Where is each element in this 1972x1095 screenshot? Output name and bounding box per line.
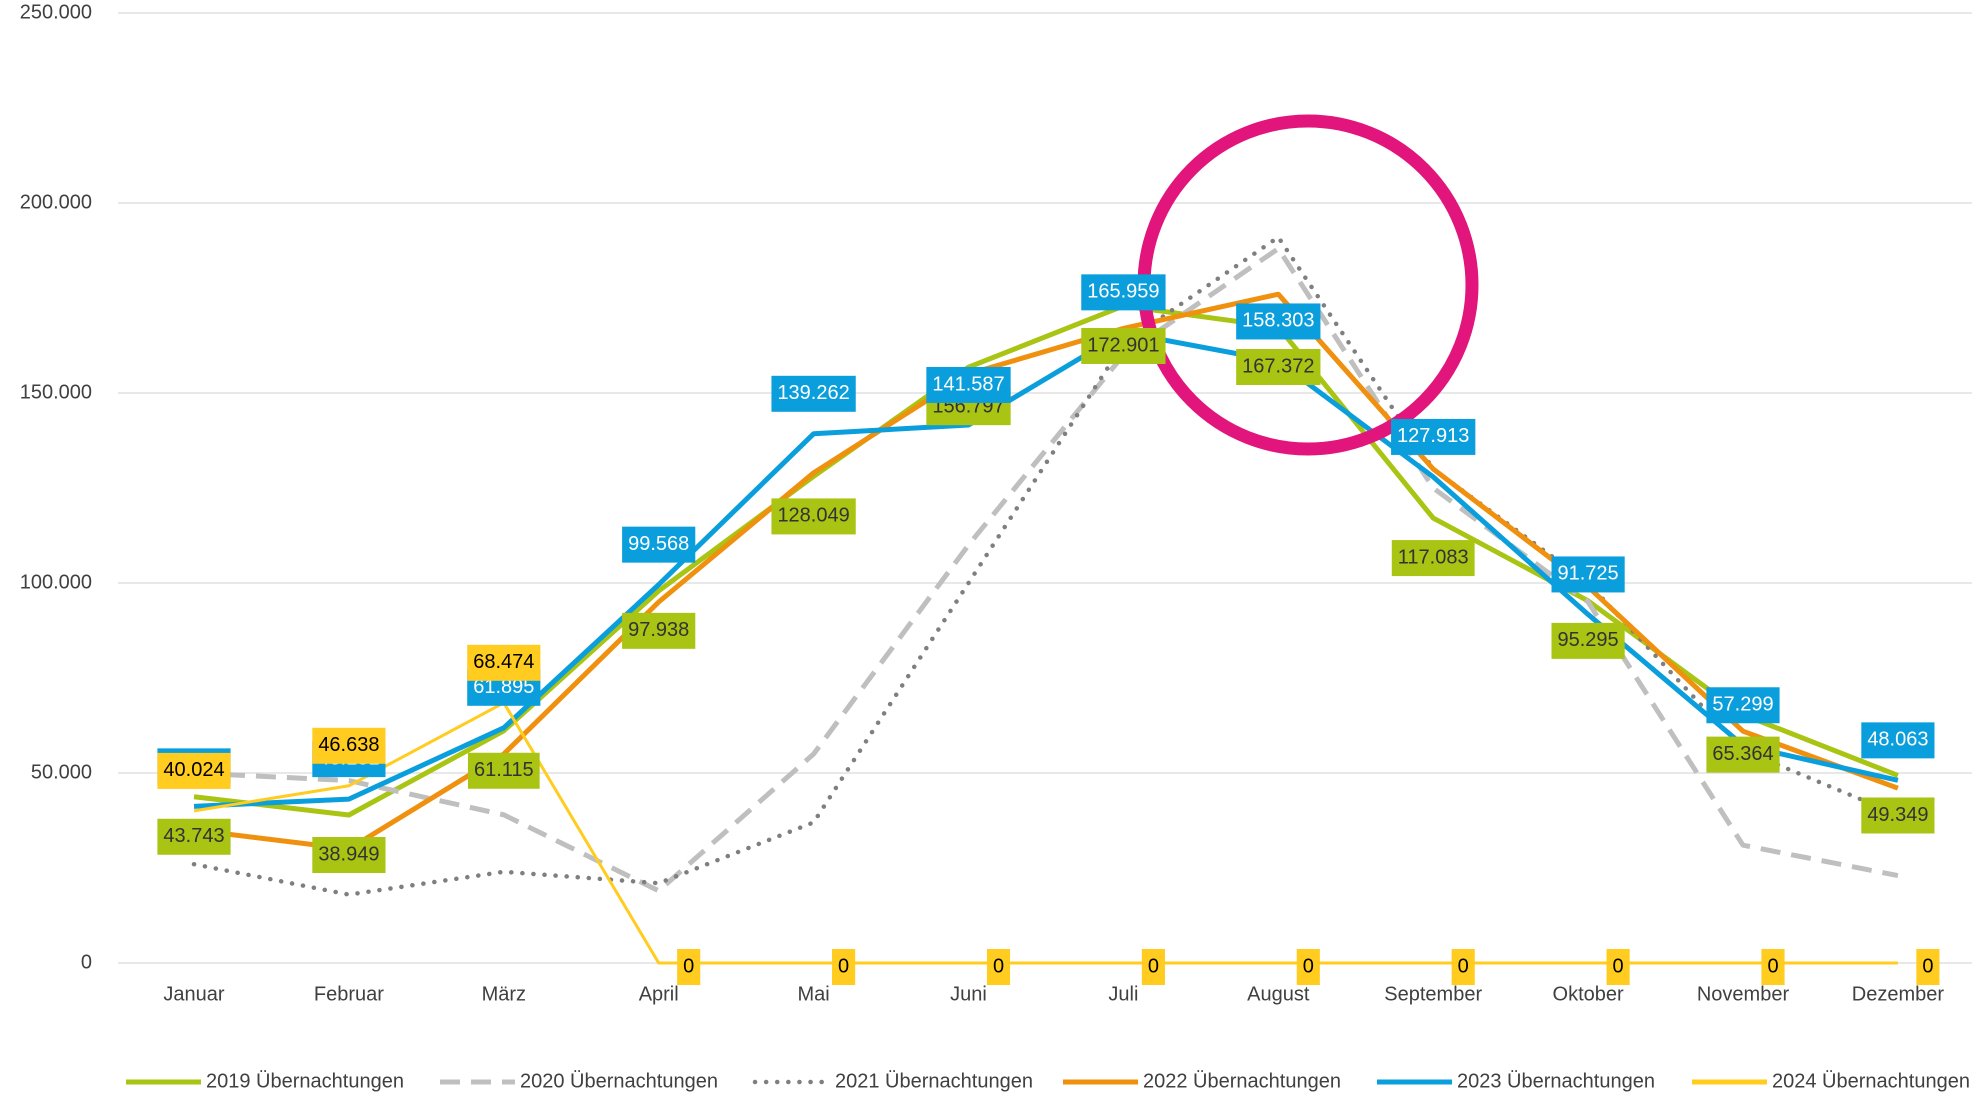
value-label-box bbox=[677, 949, 701, 985]
value-label-box bbox=[1296, 949, 1320, 985]
value-label: 158.303 bbox=[1242, 310, 1314, 332]
value-label: 57.299 bbox=[1712, 694, 1773, 716]
x-tick-label: Dezember bbox=[1852, 983, 1945, 1005]
value-label: 48.063 bbox=[1867, 729, 1928, 751]
value-label: 0 bbox=[1922, 955, 1933, 977]
legend-label: 2020 Übernachtungen bbox=[520, 1070, 718, 1092]
value-label: 0 bbox=[993, 955, 1004, 977]
value-label-box bbox=[1236, 348, 1321, 385]
value-label-box bbox=[926, 366, 1011, 403]
value-label-box bbox=[1391, 418, 1476, 455]
value-label: 167.372 bbox=[1242, 355, 1314, 377]
x-tick-label: Mai bbox=[797, 983, 829, 1005]
value-label: 127.913 bbox=[1397, 425, 1469, 447]
y-tick-label: 200.000 bbox=[20, 191, 92, 213]
value-label-box bbox=[1451, 949, 1475, 985]
highlight-circle bbox=[1137, 114, 1479, 456]
value-label-box bbox=[1706, 687, 1780, 724]
y-tick-label: 0 bbox=[81, 951, 92, 973]
value-label-box bbox=[1706, 736, 1780, 773]
value-label-box bbox=[467, 644, 541, 681]
value-label-box bbox=[1606, 949, 1630, 985]
value-label: 49.349 bbox=[1867, 804, 1928, 826]
value-label: 99.568 bbox=[628, 533, 689, 555]
value-label: 43.743 bbox=[163, 825, 224, 847]
x-tick-label: November bbox=[1697, 983, 1790, 1005]
series-line bbox=[193, 246, 1899, 894]
value-label-box bbox=[467, 752, 540, 789]
series-line bbox=[193, 329, 1899, 809]
value-label: 139.262 bbox=[777, 382, 849, 404]
value-label: 141.587 bbox=[932, 373, 1004, 395]
series-line bbox=[191, 234, 1901, 897]
x-tick-label: Juni bbox=[950, 983, 987, 1005]
value-label-box bbox=[771, 498, 856, 535]
value-labels: 43.74338.94961.11597.938128.049156.79717… bbox=[157, 274, 1940, 985]
value-label: 0 bbox=[1458, 955, 1469, 977]
value-label: 0 bbox=[1148, 955, 1159, 977]
value-label-box bbox=[832, 949, 856, 985]
value-label-box bbox=[622, 526, 696, 563]
value-label-box bbox=[1551, 556, 1625, 593]
legend-label: 2022 Übernachtungen bbox=[1143, 1070, 1341, 1092]
value-label: 97.938 bbox=[628, 619, 689, 641]
legend-label: 2019 Übernachtungen bbox=[206, 1070, 404, 1092]
x-tick-label: Juli bbox=[1108, 983, 1138, 1005]
series-line bbox=[193, 303, 1899, 818]
value-label: 128.049 bbox=[777, 505, 849, 527]
value-label-box bbox=[1861, 797, 1935, 834]
value-label: 117.083 bbox=[1398, 546, 1469, 568]
value-label: 68.474 bbox=[473, 651, 534, 673]
value-label: 95.295 bbox=[1558, 629, 1619, 651]
x-tick-label: April bbox=[639, 983, 679, 1005]
value-label: 61.115 bbox=[474, 759, 534, 781]
value-label-box bbox=[1916, 949, 1940, 985]
y-tick-label: 250.000 bbox=[20, 1, 92, 23]
value-label-box bbox=[1761, 949, 1785, 985]
value-label: 65.364 bbox=[1712, 743, 1773, 765]
value-label: 46.638 bbox=[318, 734, 379, 756]
value-label-box bbox=[157, 818, 231, 855]
value-label: 165.959 bbox=[1087, 281, 1159, 303]
legend-label: 2021 Übernachtungen bbox=[835, 1070, 1033, 1092]
y-tick-label: 150.000 bbox=[20, 381, 92, 403]
value-label-box bbox=[1141, 949, 1165, 985]
x-tick-label: September bbox=[1384, 983, 1482, 1005]
value-label: 61.895 bbox=[473, 676, 534, 698]
value-label-box bbox=[1081, 327, 1166, 364]
value-label-box bbox=[157, 752, 231, 789]
legend: 2019 Übernachtungen 2020 Übernachtungen 20… bbox=[126, 1070, 1970, 1092]
value-label-box bbox=[986, 949, 1011, 985]
value-label-box bbox=[1391, 540, 1475, 577]
x-tick-label: Oktober bbox=[1553, 983, 1624, 1005]
legend-label: 2023 Übernachtungen bbox=[1457, 1070, 1655, 1092]
value-label: 0 bbox=[1613, 955, 1624, 977]
value-label: 172.901 bbox=[1087, 334, 1159, 356]
value-label-box bbox=[312, 727, 386, 764]
value-label-box bbox=[1861, 722, 1935, 759]
value-label-box bbox=[1551, 622, 1625, 659]
series-line bbox=[193, 701, 1898, 965]
value-label-box bbox=[312, 836, 386, 873]
value-label: 0 bbox=[838, 955, 849, 977]
x-tick-label: Januar bbox=[163, 983, 224, 1005]
legend-label: 2024 Übernachtungen bbox=[1772, 1070, 1970, 1092]
value-label-box bbox=[771, 375, 856, 412]
value-label: 0 bbox=[683, 955, 694, 977]
value-label: 40.024 bbox=[163, 759, 224, 781]
value-label: 0 bbox=[1303, 955, 1314, 977]
x-tick-label: März bbox=[482, 983, 526, 1005]
value-label-box bbox=[1236, 303, 1321, 340]
plot-area: 0 50.000 100.000 150.000 200.000 250.000 Janua… bbox=[20, 1, 1972, 1005]
value-label-box bbox=[622, 612, 696, 649]
y-tick-label: 50.000 bbox=[31, 761, 92, 783]
value-label-box bbox=[1081, 274, 1166, 311]
value-label: 0 bbox=[1767, 955, 1778, 977]
value-label: 91.725 bbox=[1558, 563, 1619, 585]
y-tick-label: 100.000 bbox=[20, 571, 92, 593]
x-tick-label: Februar bbox=[314, 983, 384, 1005]
x-tick-label: August bbox=[1247, 983, 1310, 1005]
value-label: 38.949 bbox=[318, 843, 379, 865]
